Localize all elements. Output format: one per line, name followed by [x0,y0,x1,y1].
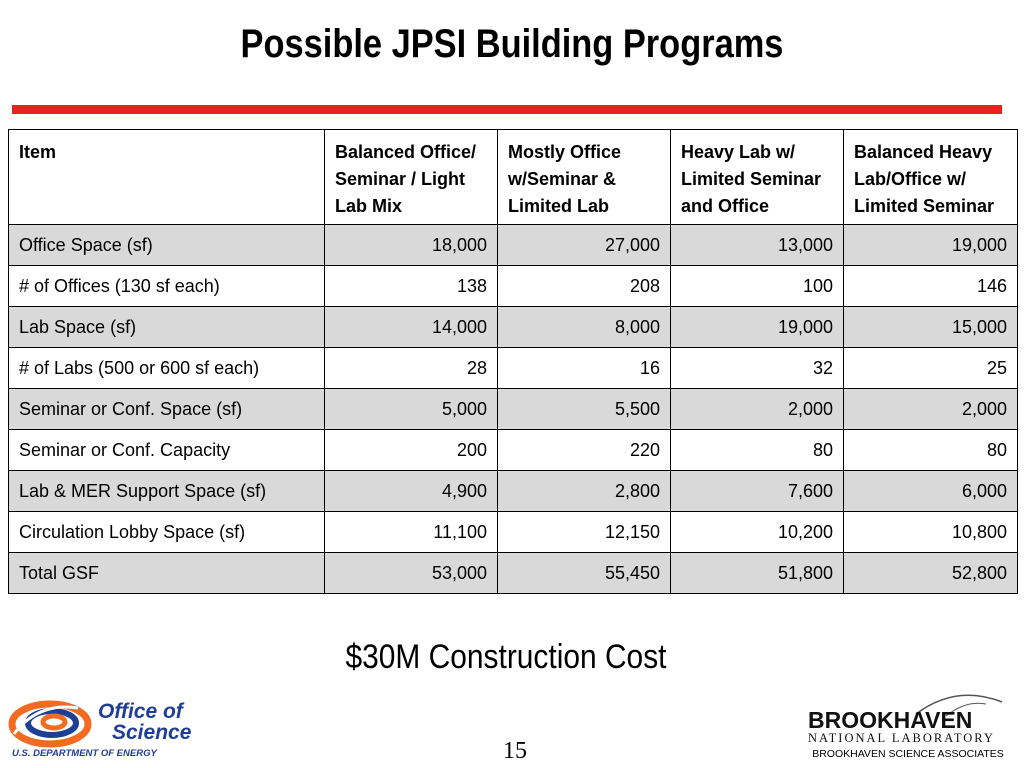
table-cell: 2,000 [670,388,844,430]
column-header-item: Item [8,129,325,225]
column-header-mostly-office: Mostly Office w/Seminar & Limited Lab [497,129,671,225]
column-header-heavy-lab: Heavy Lab w/ Limited Seminar and Office [670,129,844,225]
table-cell: 7,600 [670,470,844,512]
slide-title: Possible JPSI Building Programs [240,22,784,66]
table-cell: 51,800 [670,552,844,594]
table-cell: 138 [324,265,498,307]
row-label: Total GSF [8,552,325,594]
row-label: Office Space (sf) [8,224,325,266]
table-cell: 16 [497,347,671,389]
construction-cost-text: $30M Construction Cost [345,638,667,676]
table-cell: 53,000 [324,552,498,594]
table-cell: 2,000 [843,388,1018,430]
doe-swirl-icon [8,700,92,748]
table-cell: 18,000 [324,224,498,266]
table-cell: 80 [843,429,1018,471]
table-cell: 11,100 [324,511,498,553]
table-cell: 19,000 [670,306,844,348]
doe-line2: Science [112,721,192,744]
table-cell: 80 [670,429,844,471]
bnl-subtitle: NATIONAL LABORATORY [808,731,995,745]
building-programs-table: Item Balanced Office/ Seminar / Light La… [8,129,1018,594]
table-header-row: Item Balanced Office/ Seminar / Light La… [8,129,1018,225]
table-row: Seminar or Conf. Capacity 200 220 80 80 [8,429,1018,471]
table-cell: 25 [843,347,1018,389]
table-cell: 12,150 [497,511,671,553]
doe-office-of-science-logo: Office of Science U.S. DEPARTMENT OF ENE… [8,700,192,759]
table-row: # of Labs (500 or 600 sf each) 28 16 32 … [8,347,1018,389]
table-row: Lab Space (sf) 14,000 8,000 19,000 15,00… [8,306,1018,348]
table-row: Circulation Lobby Space (sf) 11,100 12,1… [8,511,1018,553]
row-label: # of Offices (130 sf each) [8,265,325,307]
table-cell: 100 [670,265,844,307]
table-cell: 55,450 [497,552,671,594]
doe-line1: Office of [98,700,185,723]
table-cell: 200 [324,429,498,471]
table-cell: 2,800 [497,470,671,512]
bnl-associates: BROOKHAVEN SCIENCE ASSOCIATES [812,748,1004,760]
title-underline-bar [12,105,1002,114]
table-cell: 19,000 [843,224,1018,266]
table-cell: 8,000 [497,306,671,348]
brookhaven-logo: BROOKHAVEN NATIONAL LABORATORY [808,694,1003,745]
bnl-arc-icon [915,694,1003,715]
table-cell: 13,000 [670,224,844,266]
row-label: Lab & MER Support Space (sf) [8,470,325,512]
table-cell: 27,000 [497,224,671,266]
bnl-name: BROOKHAVEN [808,707,972,733]
row-label: Seminar or Conf. Space (sf) [8,388,325,430]
row-label: Seminar or Conf. Capacity [8,429,325,471]
table-row: Lab & MER Support Space (sf) 4,900 2,800… [8,470,1018,512]
doe-line3: U.S. DEPARTMENT OF ENERGY [12,748,158,759]
table-cell: 52,800 [843,552,1018,594]
table-cell: 10,200 [670,511,844,553]
table-cell: 32 [670,347,844,389]
table-cell: 146 [843,265,1018,307]
row-label: Lab Space (sf) [8,306,325,348]
page-number: 15 [503,738,527,764]
table-cell: 14,000 [324,306,498,348]
table-row: Seminar or Conf. Space (sf) 5,000 5,500 … [8,388,1018,430]
table-cell: 4,900 [324,470,498,512]
table-cell: 5,500 [497,388,671,430]
table-cell: 5,000 [324,388,498,430]
table-cell: 220 [497,429,671,471]
row-label: Circulation Lobby Space (sf) [8,511,325,553]
column-header-balanced-heavy-lab: Balanced Heavy Lab/Office w/ Limited Sem… [843,129,1018,225]
table-cell: 6,000 [843,470,1018,512]
table-cell: 10,800 [843,511,1018,553]
table-cell: 28 [324,347,498,389]
table-cell: 208 [497,265,671,307]
row-label: # of Labs (500 or 600 sf each) [8,347,325,389]
table-row: # of Offices (130 sf each) 138 208 100 1… [8,265,1018,307]
table-cell: 15,000 [843,306,1018,348]
table-row: Office Space (sf) 18,000 27,000 13,000 1… [8,224,1018,266]
column-header-balanced-office: Balanced Office/ Seminar / Light Lab Mix [324,129,498,225]
table-row-total: Total GSF 53,000 55,450 51,800 52,800 [8,552,1018,594]
